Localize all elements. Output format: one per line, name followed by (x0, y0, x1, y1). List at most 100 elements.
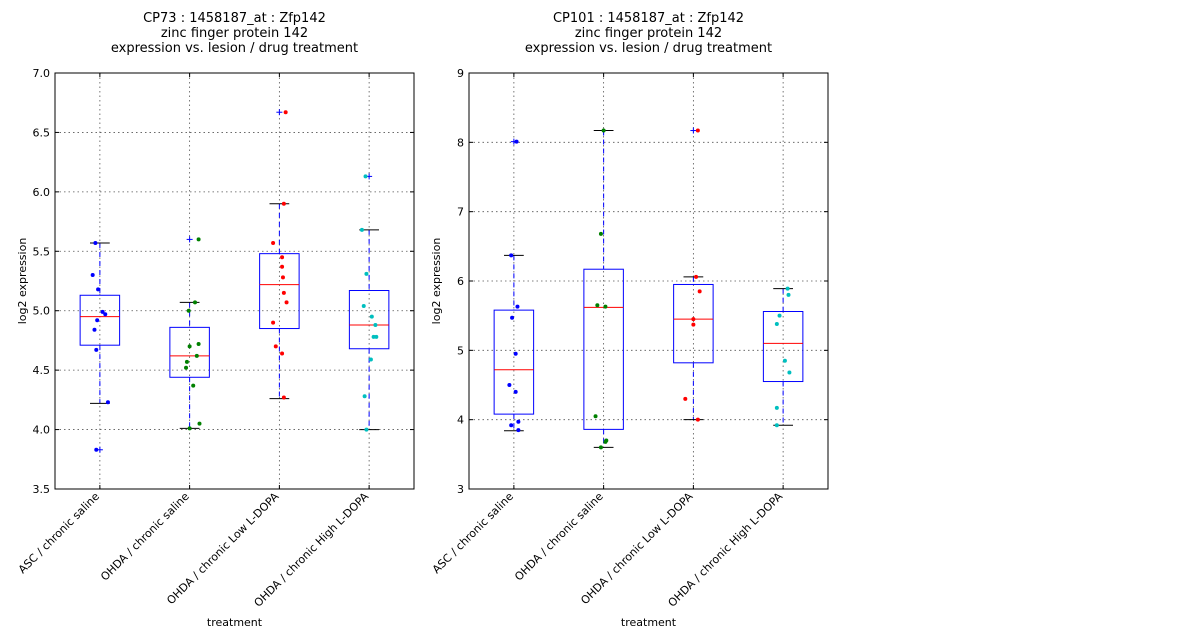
outlier-marker (276, 109, 283, 116)
y-tick-label: 3.5 (33, 483, 51, 496)
data-point (373, 322, 378, 327)
data-point (186, 308, 191, 313)
data-point (191, 383, 196, 388)
y-tick-label: 7 (457, 206, 464, 219)
data-point (691, 322, 696, 327)
box-iqr (259, 253, 300, 330)
data-point (196, 341, 201, 346)
data-point (510, 315, 515, 320)
data-point (603, 439, 608, 444)
data-point (364, 271, 369, 276)
chart-title-line: expression vs. lesion / drug treatment (111, 41, 358, 56)
data-point (193, 300, 198, 305)
data-point (513, 351, 518, 356)
x-tick-label: ASC / chronic saline (16, 490, 102, 576)
y-axis-label: log2 expression (16, 238, 29, 325)
data-point (774, 321, 779, 326)
y-tick-label: 6 (457, 275, 464, 288)
data-point (94, 347, 99, 352)
chart-title-line: zinc finger protein 142 (161, 26, 308, 41)
data-point (785, 286, 790, 291)
data-point (368, 357, 373, 362)
outlier-marker (690, 127, 697, 134)
data-point (513, 389, 518, 394)
box-iqr (348, 290, 390, 350)
x-tick-label: OHDA / chronic saline (98, 490, 192, 584)
data-point (96, 287, 101, 292)
y-tick-label: 5 (457, 344, 464, 357)
data-point (601, 128, 606, 133)
data-point (514, 139, 519, 144)
y-tick-label: 4.5 (33, 364, 51, 377)
data-point (595, 303, 600, 308)
data-point (683, 396, 688, 401)
chart-title-line: zinc finger protein 142 (575, 26, 722, 41)
data-point (94, 447, 99, 452)
x-axis-label: treatment (621, 616, 677, 629)
data-point (374, 334, 379, 339)
y-tick-label: 3 (457, 483, 464, 496)
data-point (184, 359, 189, 364)
data-point (603, 304, 608, 309)
data-point (695, 128, 700, 133)
chart-title-line: CP101 : 1458187_at : Zfp142 (553, 11, 744, 26)
data-point (774, 405, 779, 410)
data-point (786, 292, 791, 297)
y-tick-label: 7.0 (33, 67, 51, 80)
box-iqr (673, 283, 714, 364)
data-point (697, 289, 702, 294)
data-point (362, 394, 367, 399)
y-tick-label: 4.0 (33, 424, 51, 437)
data-point (364, 427, 369, 432)
data-point (691, 317, 696, 322)
data-point (273, 344, 278, 349)
data-point (280, 255, 285, 260)
data-point (369, 314, 374, 319)
data-point (187, 344, 192, 349)
y-tick-label: 8 (457, 136, 464, 149)
data-point (774, 423, 779, 428)
data-point (598, 445, 603, 450)
data-point (281, 201, 286, 206)
box-iqr (583, 268, 624, 430)
data-point (598, 231, 603, 236)
box-iqr (762, 311, 804, 383)
data-point (280, 275, 285, 280)
data-point (283, 110, 288, 115)
box-iqr (169, 326, 210, 378)
data-point (787, 370, 792, 375)
data-point (361, 303, 366, 308)
data-point (359, 227, 364, 232)
data-point (194, 353, 199, 358)
data-point (284, 300, 289, 305)
data-point (184, 365, 189, 370)
data-point (695, 417, 700, 422)
data-point (281, 395, 286, 400)
data-point (516, 428, 521, 433)
x-tick-label: ASC / chronic saline (430, 490, 516, 576)
data-point (100, 309, 105, 314)
x-tick-label: OHDA / chronic saline (512, 490, 606, 584)
data-point (777, 313, 782, 318)
y-tick-label: 4 (457, 414, 464, 427)
data-point (103, 312, 108, 317)
data-point (515, 304, 520, 309)
data-point (281, 290, 286, 295)
y-tick-label: 9 (457, 67, 464, 80)
y-tick-label: 6.0 (33, 186, 51, 199)
data-point (694, 274, 699, 279)
data-point (93, 240, 98, 245)
data-point (516, 419, 521, 424)
data-point (509, 423, 514, 428)
data-point (92, 327, 97, 332)
data-point (280, 264, 285, 269)
data-point (593, 414, 598, 419)
y-tick-label: 5.0 (33, 305, 51, 318)
data-point (197, 421, 202, 426)
y-tick-label: 6.5 (33, 126, 51, 139)
plot-frame (468, 72, 829, 490)
x-axis-label: treatment (207, 616, 263, 629)
chart-title-line: expression vs. lesion / drug treatment (525, 41, 772, 56)
